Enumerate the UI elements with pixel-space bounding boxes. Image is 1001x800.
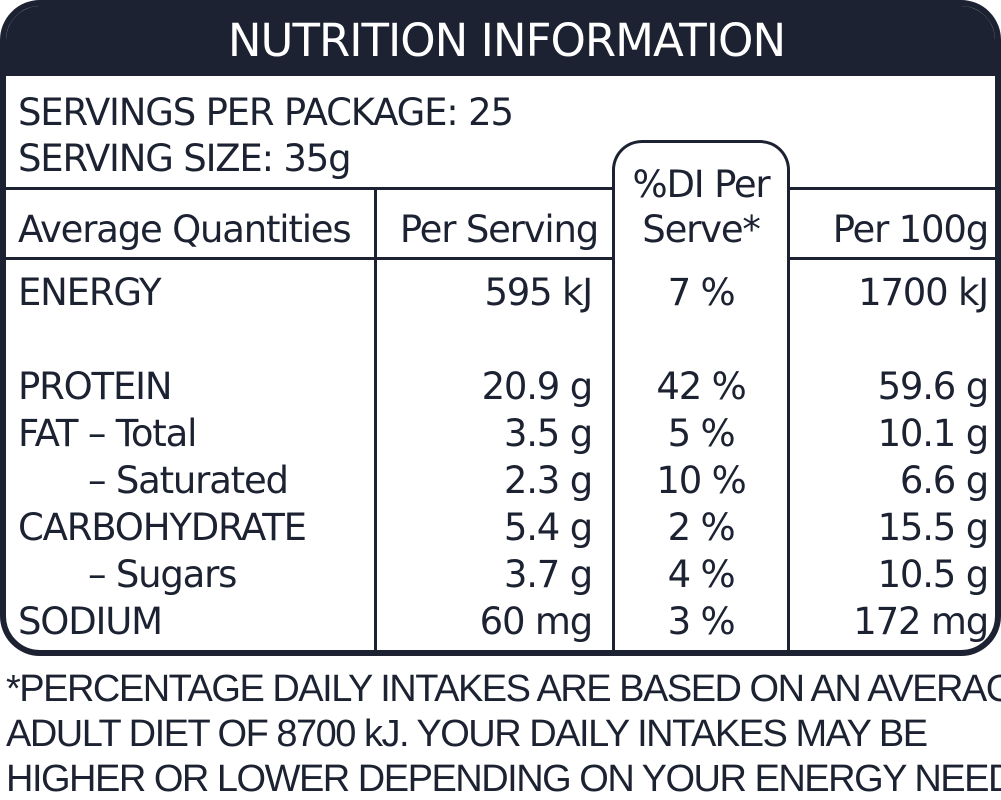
servings-per-package: SERVINGS PER PACKAGE: 25 [18, 91, 514, 134]
header-average-quantities: Average Quantities [18, 208, 352, 251]
header-di-line2: Serve* [642, 208, 761, 251]
row-label: ENERGY [18, 271, 162, 314]
row-di: 2 % [667, 506, 736, 549]
row-per-100g: 6.6 g [899, 459, 989, 502]
row-label: PROTEIN [18, 365, 173, 408]
row-label: CARBOHYDRATE [18, 506, 307, 549]
nutrition-panel: NUTRITION INFORMATION SERVINGS PER PACKA… [0, 0, 1001, 656]
row-per-serving: 3.7 g [503, 553, 593, 596]
row-di: 4 % [667, 553, 736, 596]
serving-size: SERVING SIZE: 35g [18, 137, 352, 180]
footnote-line-2: ADULT DIET OF 8700 kJ. YOUR DAILY INTAKE… [6, 713, 928, 755]
rule-under-serving-info [6, 187, 995, 190]
panel-title: NUTRITION INFORMATION [6, 6, 995, 76]
row-di: 7 % [667, 271, 736, 314]
row-per-100g: 59.6 g [877, 365, 990, 408]
row-label: – Sugars [88, 553, 237, 596]
row-per-serving: 20.9 g [481, 365, 594, 408]
row-per-serving: 595 kJ [484, 271, 593, 314]
row-per-serving: 3.5 g [503, 412, 593, 455]
rule-under-headers [6, 257, 995, 260]
row-per-serving: 60 mg [479, 600, 594, 643]
row-per-100g: 10.1 g [877, 412, 990, 455]
footnote-line-1: *PERCENTAGE DAILY INTAKES ARE BASED ON A… [6, 668, 1001, 710]
row-label: FAT – Total [18, 412, 197, 455]
di-column-tab [612, 140, 790, 650]
row-di: 10 % [656, 459, 746, 502]
header-di-line1: %DI Per [632, 163, 771, 206]
row-di: 3 % [667, 600, 736, 643]
row-label: SODIUM [18, 600, 163, 643]
row-per-100g: 1700 kJ [858, 271, 989, 314]
row-di: 5 % [667, 412, 736, 455]
header-per-serving: Per Serving [399, 208, 599, 251]
row-label: – Saturated [88, 459, 289, 502]
row-per-100g: 172 mg [853, 600, 989, 643]
row-per-serving: 2.3 g [503, 459, 593, 502]
footnote-line-3: HIGHER OR LOWER DEPENDING ON YOUR ENERGY… [6, 758, 1001, 800]
row-di: 42 % [656, 365, 746, 408]
row-per-serving: 5.4 g [503, 506, 593, 549]
row-per-100g: 10.5 g [877, 553, 990, 596]
header-per-100g: Per 100g [832, 208, 989, 251]
divider-quantities [374, 187, 377, 650]
row-per-100g: 15.5 g [877, 506, 990, 549]
